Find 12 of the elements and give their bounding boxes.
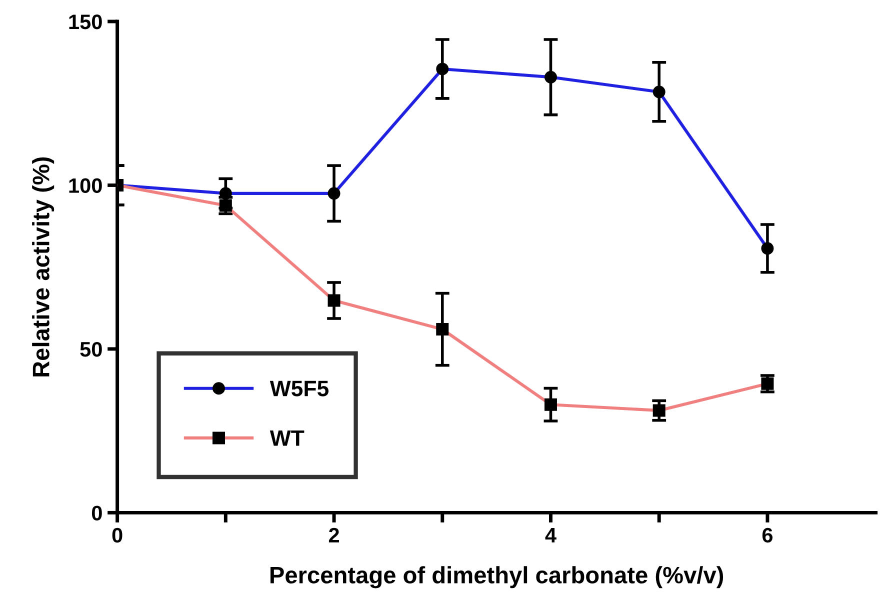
y-tick-label: 150 bbox=[69, 14, 102, 30]
x-tick-label: 2 bbox=[328, 528, 339, 542]
y-tick-label: 0 bbox=[92, 506, 102, 520]
y-tick-label: 50 bbox=[80, 342, 102, 357]
x-tick-label: 0 bbox=[112, 528, 122, 543]
x-tick-label: 6 bbox=[762, 528, 773, 543]
y-tick-label: 100 bbox=[69, 178, 102, 193]
legend-label: WT bbox=[270, 430, 304, 446]
legend-label: W5F5 bbox=[270, 380, 329, 396]
y-axis-title: Relative activity (%) bbox=[32, 157, 54, 376]
x-tick-label: 4 bbox=[545, 528, 556, 542]
x-axis-title: Percentage of dimethyl carbonate (%v/v) bbox=[270, 566, 724, 588]
